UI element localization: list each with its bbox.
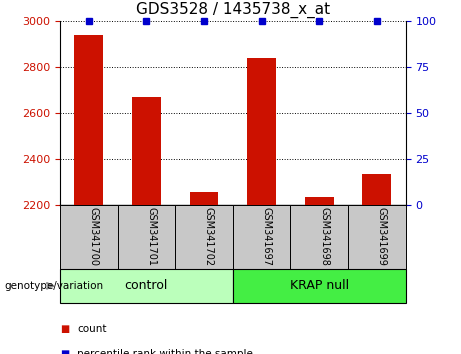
Text: count: count [77, 324, 107, 334]
Bar [189, 192, 219, 205]
Text: percentile rank within the sample: percentile rank within the sample [77, 349, 254, 354]
Bar [60, 205, 118, 269]
Text: ■: ■ [60, 349, 69, 354]
Bar [175, 205, 233, 269]
Bar [362, 174, 391, 205]
Bar [290, 205, 348, 269]
Text: GSM341698: GSM341698 [319, 207, 329, 266]
Text: GSM341697: GSM341697 [262, 207, 272, 266]
Bar [247, 58, 276, 205]
Bar [74, 35, 103, 205]
Bar [60, 269, 233, 303]
Bar [132, 97, 161, 205]
Bar [118, 205, 175, 269]
Title: GDS3528 / 1435738_x_at: GDS3528 / 1435738_x_at [136, 2, 330, 18]
Text: genotype/variation: genotype/variation [5, 281, 104, 291]
Text: GSM341700: GSM341700 [89, 207, 99, 266]
Bar [233, 205, 290, 269]
Text: control: control [124, 279, 168, 292]
Bar [305, 197, 334, 205]
Text: GSM341699: GSM341699 [377, 207, 387, 266]
Bar [348, 205, 406, 269]
Text: KRAP null: KRAP null [290, 279, 349, 292]
Text: GSM341701: GSM341701 [146, 207, 156, 266]
Bar [233, 269, 406, 303]
Text: ■: ■ [60, 324, 69, 334]
Text: GSM341702: GSM341702 [204, 207, 214, 266]
